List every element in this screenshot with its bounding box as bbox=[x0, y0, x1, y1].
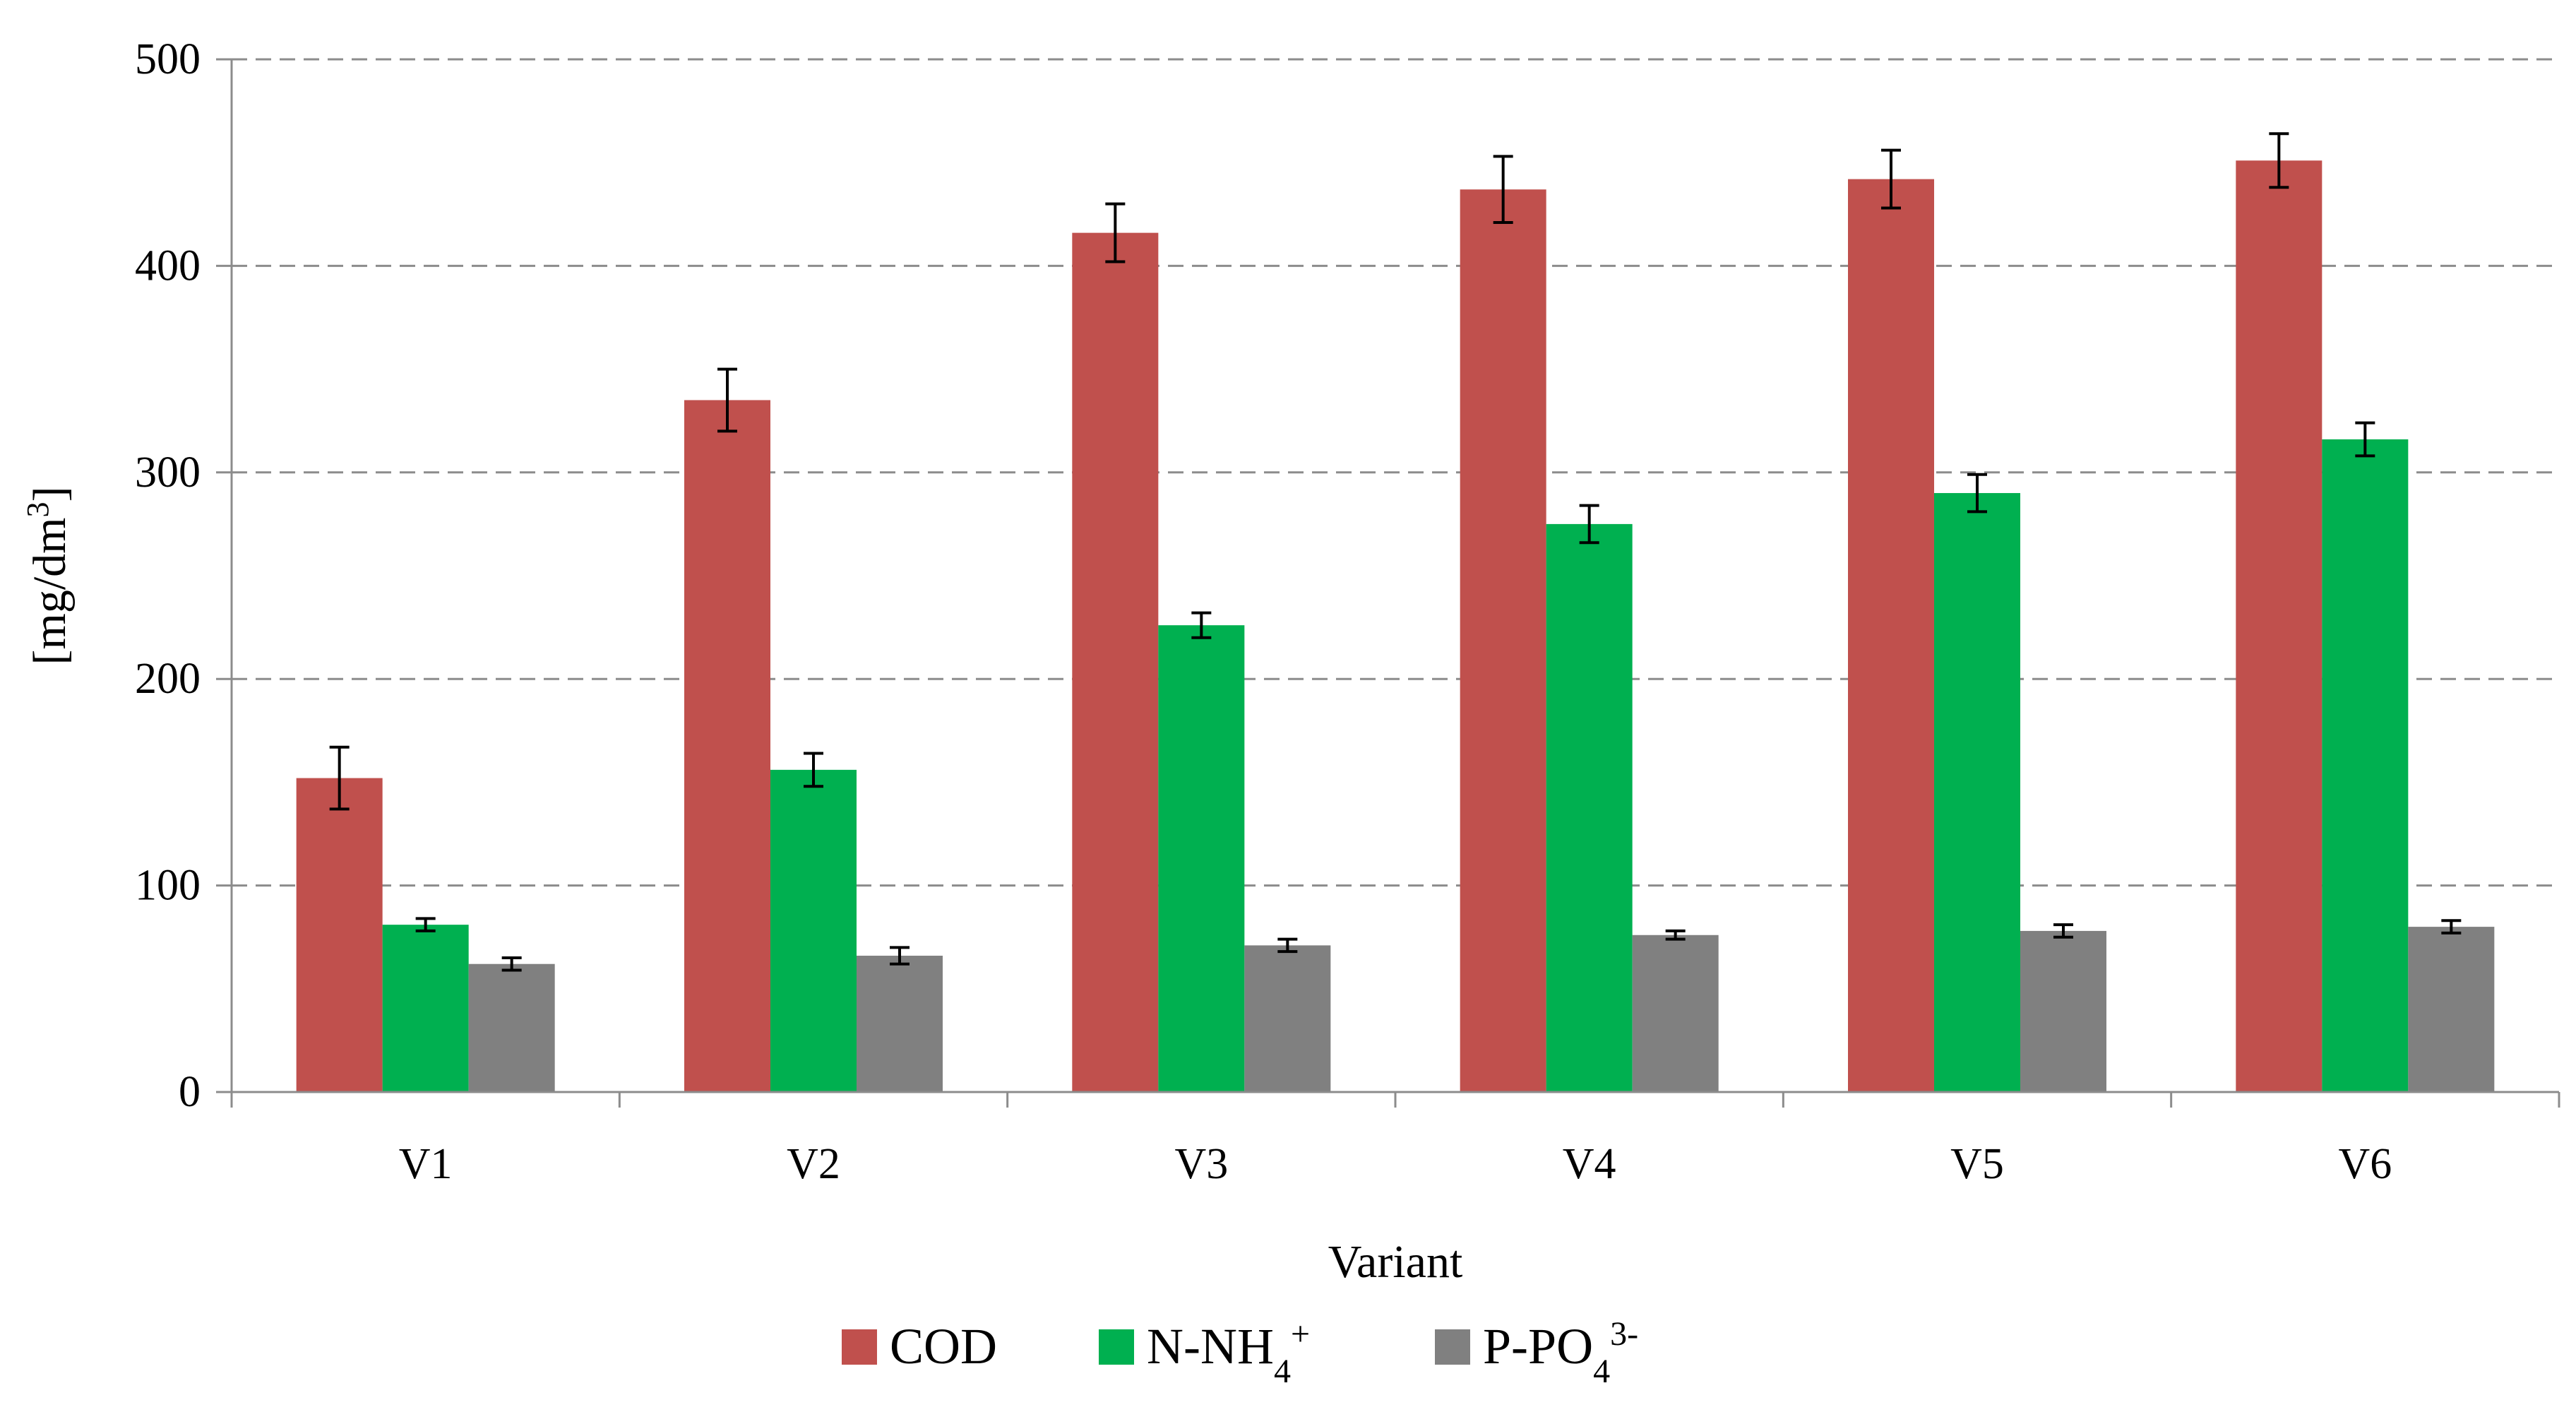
bar-v6-1 bbox=[2322, 439, 2409, 1092]
bar-v1-0 bbox=[296, 778, 383, 1092]
x-tick-label-v2: V2 bbox=[787, 1140, 840, 1188]
bar-v2-2 bbox=[857, 956, 943, 1092]
x-tick-label-v1: V1 bbox=[399, 1140, 453, 1188]
y-axis-title-base: [mg/dm bbox=[24, 517, 76, 665]
bar-v2-1 bbox=[770, 769, 857, 1092]
legend-label-0: COD bbox=[890, 1318, 997, 1375]
bar-v5-1 bbox=[1934, 493, 2020, 1092]
legend-swatch-2 bbox=[1435, 1329, 1470, 1365]
error-bar-v1-1 bbox=[415, 917, 436, 932]
bar-v4-0 bbox=[1460, 189, 1546, 1092]
error-bar-v2-1 bbox=[804, 752, 823, 788]
error-bar-v4-2 bbox=[1665, 929, 1686, 941]
y-axis-title-end: ] bbox=[24, 487, 76, 502]
error-bar-v6-2 bbox=[2441, 919, 2462, 935]
legend: COD N-NH4+ P-PO43- bbox=[842, 1315, 1638, 1390]
y-tick-label-500: 500 bbox=[135, 35, 201, 83]
error-bar-v5-1 bbox=[1967, 473, 1987, 514]
error-bars bbox=[329, 132, 2462, 972]
bar-v1-2 bbox=[468, 963, 555, 1092]
y-tick-label-100: 100 bbox=[135, 862, 201, 910]
tick-labels: 0 100 200 300 400 500 V1 V2 V3 V4 V5 V6 bbox=[135, 35, 2392, 1188]
bar-v1-1 bbox=[382, 925, 469, 1092]
bar-v2-0 bbox=[684, 400, 770, 1092]
bar-v6-2 bbox=[2408, 927, 2495, 1092]
y-tick-label-400: 400 bbox=[135, 242, 201, 290]
y-tick-label-300: 300 bbox=[135, 449, 201, 497]
error-bar-v4-0 bbox=[1493, 155, 1513, 224]
error-bar-v2-2 bbox=[890, 946, 910, 966]
bar-v3-1 bbox=[1158, 625, 1245, 1092]
legend-swatch-0 bbox=[842, 1329, 877, 1365]
bar-v6-0 bbox=[2236, 160, 2322, 1092]
x-axis-title: Variant bbox=[1328, 1236, 1463, 1288]
error-bar-v1-2 bbox=[501, 956, 522, 972]
legend-label-2: P-PO43- bbox=[1483, 1315, 1638, 1390]
y-tick-label-0: 0 bbox=[179, 1068, 201, 1116]
error-bar-v3-0 bbox=[1105, 202, 1126, 263]
legend-swatch-1 bbox=[1099, 1329, 1134, 1365]
bar-v3-0 bbox=[1072, 232, 1159, 1093]
y-tick-label-200: 200 bbox=[135, 655, 201, 703]
legend-label-1: N-NH4+ bbox=[1147, 1315, 1310, 1390]
bar-v5-0 bbox=[1848, 179, 1934, 1092]
bar-v4-2 bbox=[1632, 935, 1719, 1092]
y-axis-title: [mg/dm3] bbox=[20, 487, 76, 665]
bar-v4-1 bbox=[1546, 523, 1633, 1092]
error-bar-v6-0 bbox=[2269, 132, 2289, 189]
x-tick-label-v6: V6 bbox=[2338, 1140, 2392, 1188]
bars bbox=[296, 160, 2495, 1093]
error-bar-v6-1 bbox=[2355, 421, 2375, 458]
bar-v3-2 bbox=[1244, 945, 1331, 1092]
x-tick-label-v3: V3 bbox=[1174, 1140, 1228, 1188]
legend-item-2: P-PO43- bbox=[1435, 1315, 1638, 1390]
error-bar-v3-2 bbox=[1277, 937, 1298, 954]
gridlines bbox=[232, 58, 2559, 887]
error-bar-v5-0 bbox=[1881, 148, 1901, 210]
error-bar-v1-0 bbox=[329, 745, 350, 811]
error-bar-v2-0 bbox=[717, 367, 737, 433]
error-bar-v3-1 bbox=[1191, 611, 1212, 639]
error-bar-v5-2 bbox=[2053, 923, 2073, 939]
axes bbox=[216, 58, 2560, 1108]
error-bar-v4-1 bbox=[1579, 504, 1599, 545]
x-tick-label-v4: V4 bbox=[1563, 1140, 1616, 1188]
y-axis-title-sup: 3 bbox=[20, 502, 55, 517]
bar-v5-2 bbox=[2020, 930, 2106, 1092]
legend-item-0: COD bbox=[842, 1318, 997, 1375]
legend-item-1: N-NH4+ bbox=[1099, 1315, 1310, 1390]
x-tick-label-v5: V5 bbox=[1950, 1140, 2004, 1188]
